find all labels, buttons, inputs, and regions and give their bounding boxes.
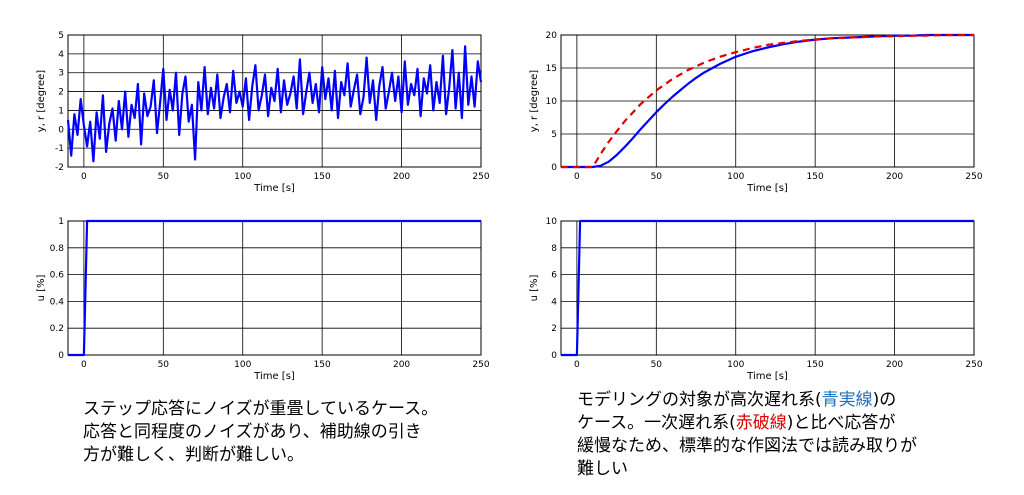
series-line-solid: [66, 45, 483, 163]
x-tick-label: 0: [81, 172, 87, 182]
y-tick-label: 0.6: [50, 271, 65, 281]
y-tick-label: 0: [58, 125, 64, 135]
y-tick-label: 0.4: [50, 297, 65, 307]
y-tick-label: 6: [551, 271, 557, 281]
y-tick-label: -2: [55, 163, 64, 173]
series-line-solid: [68, 219, 481, 357]
y-tick-label: 0: [58, 351, 64, 361]
x-tick-label: 200: [393, 172, 410, 182]
y-tick-label: 5: [58, 31, 64, 41]
x-tick-label: 100: [727, 172, 744, 182]
x-tick-label: 50: [158, 172, 170, 182]
y-tick-label: 5: [551, 130, 557, 140]
y-axis-label: u [%]: [36, 274, 47, 301]
y-tick-label: 1: [58, 217, 64, 227]
x-tick-label: 0: [81, 360, 87, 370]
caption-right-line-2-b: )と比べ応答が: [786, 413, 896, 433]
y-tick-label: 10: [546, 217, 558, 227]
y-tick-label: 20: [546, 31, 558, 41]
x-tick-label: 50: [158, 360, 170, 370]
caption-right-line-1-a: モデリングの対象が高次遅れ系(: [577, 390, 822, 410]
y-tick-label: 1: [58, 106, 64, 116]
x-tick-label: 0: [574, 360, 580, 370]
chart-noisy-step-response: 0 50 100 150 200 250 -2 -1 0 1 2 3 4 5 Time [s] y, r [d…: [36, 31, 490, 194]
x-axis-label: Time [s]: [746, 183, 788, 194]
x-axis-label: Time [s]: [253, 183, 295, 194]
series-line-solid: [561, 219, 974, 357]
x-tick-label: 150: [807, 360, 824, 370]
x-tick-label: 150: [807, 172, 824, 182]
caption-right-line-3: 緩慢なため、標準的な作図法では読み取りが: [577, 436, 917, 456]
x-tick-label: 200: [393, 360, 410, 370]
chart-high-order-step-response: 0 50 100 150 200 250 0 5 10 15 20 Time [s] y, r [deg…: [529, 31, 983, 194]
y-tick-label: 4: [551, 297, 557, 307]
y-axis-label: y, r [degree]: [36, 70, 47, 133]
caption-right-red-dashed-label: 赤破線: [735, 413, 787, 433]
plot-area: [67, 220, 482, 356]
caption-right-line-1-b: )の: [872, 390, 897, 410]
x-tick-label: 100: [234, 360, 251, 370]
y-tick-label: 2: [551, 324, 557, 334]
chart-input-noisy-case: 0 50 100 150 200 250 0 0.2 0.4 0.6 0.8 1 Time [s] u […: [36, 217, 490, 382]
plot-area: [560, 220, 975, 356]
x-tick-label: 150: [314, 172, 331, 182]
x-tick-label: 250: [472, 172, 489, 182]
caption-right: モデリングの対象が高次遅れ系(青実線)の ケース。一次遅れ系(赤破線)と比べ応答…: [577, 389, 977, 481]
series-line-dashed: [561, 33, 974, 169]
caption-left-line-3: 方が難しく、判断が難しい。: [83, 445, 304, 465]
y-axis-label: u [%]: [529, 274, 540, 301]
caption-left: ステップ応答にノイズが重畳しているケース。 応答と同程度のノイズがあり、補助線の…: [83, 398, 483, 467]
y-axis-label: y, r [degree]: [529, 70, 540, 133]
x-tick-label: 50: [651, 172, 663, 182]
y-tick-label: 3: [58, 69, 64, 79]
y-tick-label: 0.8: [50, 244, 65, 254]
caption-left-line-1: ステップ応答にノイズが重畳しているケース。: [83, 399, 439, 419]
caption-left-line-2: 応答と同程度のノイズがあり、補助線の引き: [83, 422, 422, 442]
caption-right-blue-solid-label: 青実線: [821, 390, 873, 410]
caption-right-line-2: ケース。一次遅れ系(赤破線)と比べ応答が: [577, 412, 977, 435]
x-axis-label: Time [s]: [253, 371, 295, 382]
x-tick-label: 250: [472, 360, 489, 370]
x-tick-label: 250: [965, 360, 982, 370]
y-tick-label: 8: [551, 244, 557, 254]
y-tick-label: 0: [551, 163, 557, 173]
caption-right-line-2-a: ケース。一次遅れ系(: [577, 413, 736, 433]
x-tick-label: 0: [574, 172, 580, 182]
y-tick-label: -1: [55, 144, 64, 154]
x-tick-label: 250: [965, 172, 982, 182]
caption-right-line-4: 難しい: [577, 459, 628, 479]
x-tick-label: 100: [234, 172, 251, 182]
y-tick-label: 15: [546, 64, 557, 74]
chart-input-high-order-case: 0 50 100 150 200 250 0 2 4 6 8 10 Time [s] u [%]: [529, 217, 983, 382]
y-tick-label: 10: [546, 97, 558, 107]
x-tick-label: 100: [727, 360, 744, 370]
y-tick-label: 0: [551, 351, 557, 361]
x-tick-label: 50: [651, 360, 663, 370]
y-tick-label: 2: [58, 88, 64, 98]
x-tick-label: 150: [314, 360, 331, 370]
y-tick-label: 4: [58, 50, 64, 60]
x-axis-label: Time [s]: [746, 371, 788, 382]
y-tick-label: 0.2: [50, 324, 64, 334]
x-tick-label: 200: [886, 360, 903, 370]
x-tick-label: 200: [886, 172, 903, 182]
caption-right-line-1: モデリングの対象が高次遅れ系(青実線)の: [577, 389, 977, 412]
